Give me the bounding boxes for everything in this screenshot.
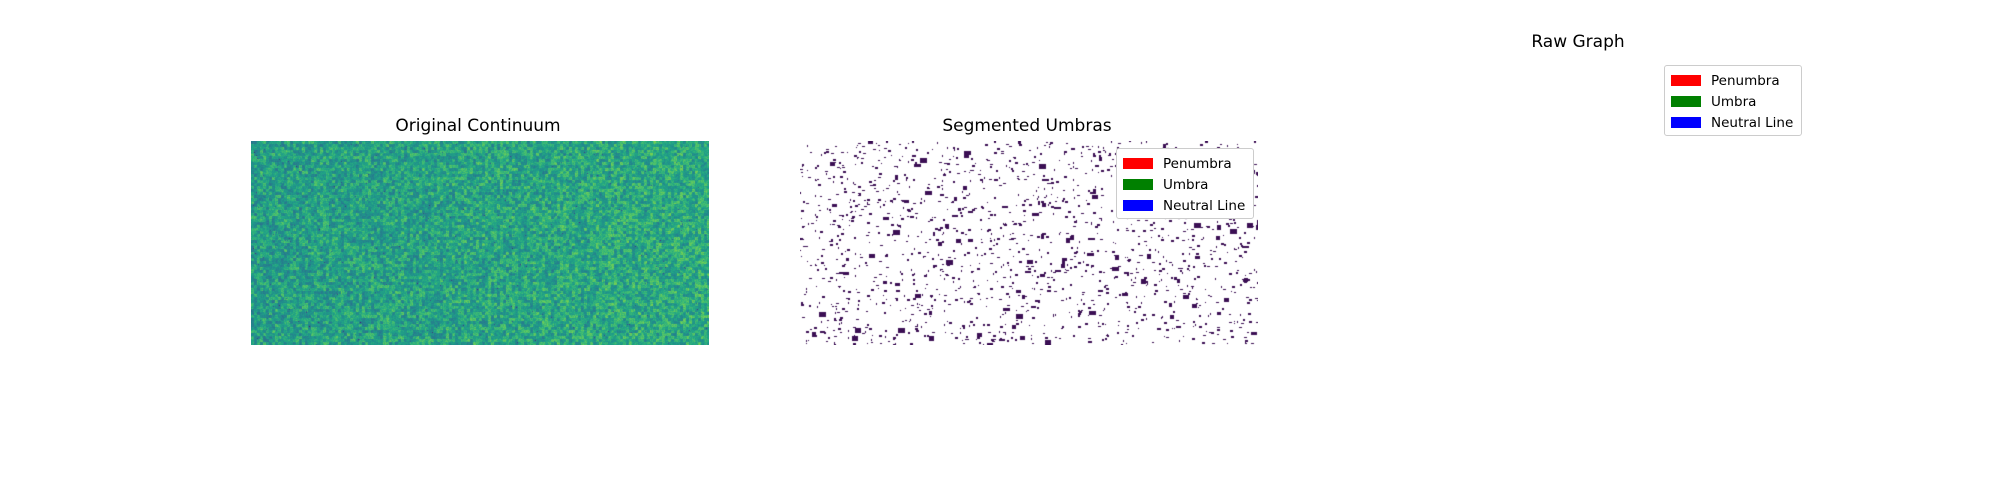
original-continuum-title: Original Continuum [395,116,561,136]
original-continuum-image [251,141,709,345]
legend-label-umbra: Umbra [1163,176,1209,193]
raw-graph-legend: Penumbra Umbra Neutral Line [1664,65,1802,136]
legend-label-neutral-line: Neutral Line [1711,114,1794,131]
penumbra-swatch [1671,75,1701,86]
legend-label-umbra: Umbra [1711,93,1757,110]
legend-item-umbra: Umbra [1671,91,1795,112]
neutral-line-swatch [1123,200,1153,211]
umbra-swatch [1123,179,1153,190]
legend-item-penumbra: Penumbra [1671,70,1795,91]
umbra-swatch [1671,96,1701,107]
penumbra-swatch [1123,158,1153,169]
neutral-line-swatch [1671,117,1701,128]
legend-item-umbra: Umbra [1123,174,1247,195]
raw-graph-title: Raw Graph [1531,32,1625,52]
legend-item-neutral-line: Neutral Line [1671,112,1795,133]
segmented-umbras-legend: Penumbra Umbra Neutral Line [1116,148,1254,219]
legend-label-penumbra: Penumbra [1163,155,1232,172]
legend-item-neutral-line: Neutral Line [1123,195,1247,216]
segmented-umbras-title: Segmented Umbras [942,116,1112,136]
legend-item-penumbra: Penumbra [1123,153,1247,174]
legend-label-penumbra: Penumbra [1711,72,1780,89]
legend-label-neutral-line: Neutral Line [1163,197,1246,214]
